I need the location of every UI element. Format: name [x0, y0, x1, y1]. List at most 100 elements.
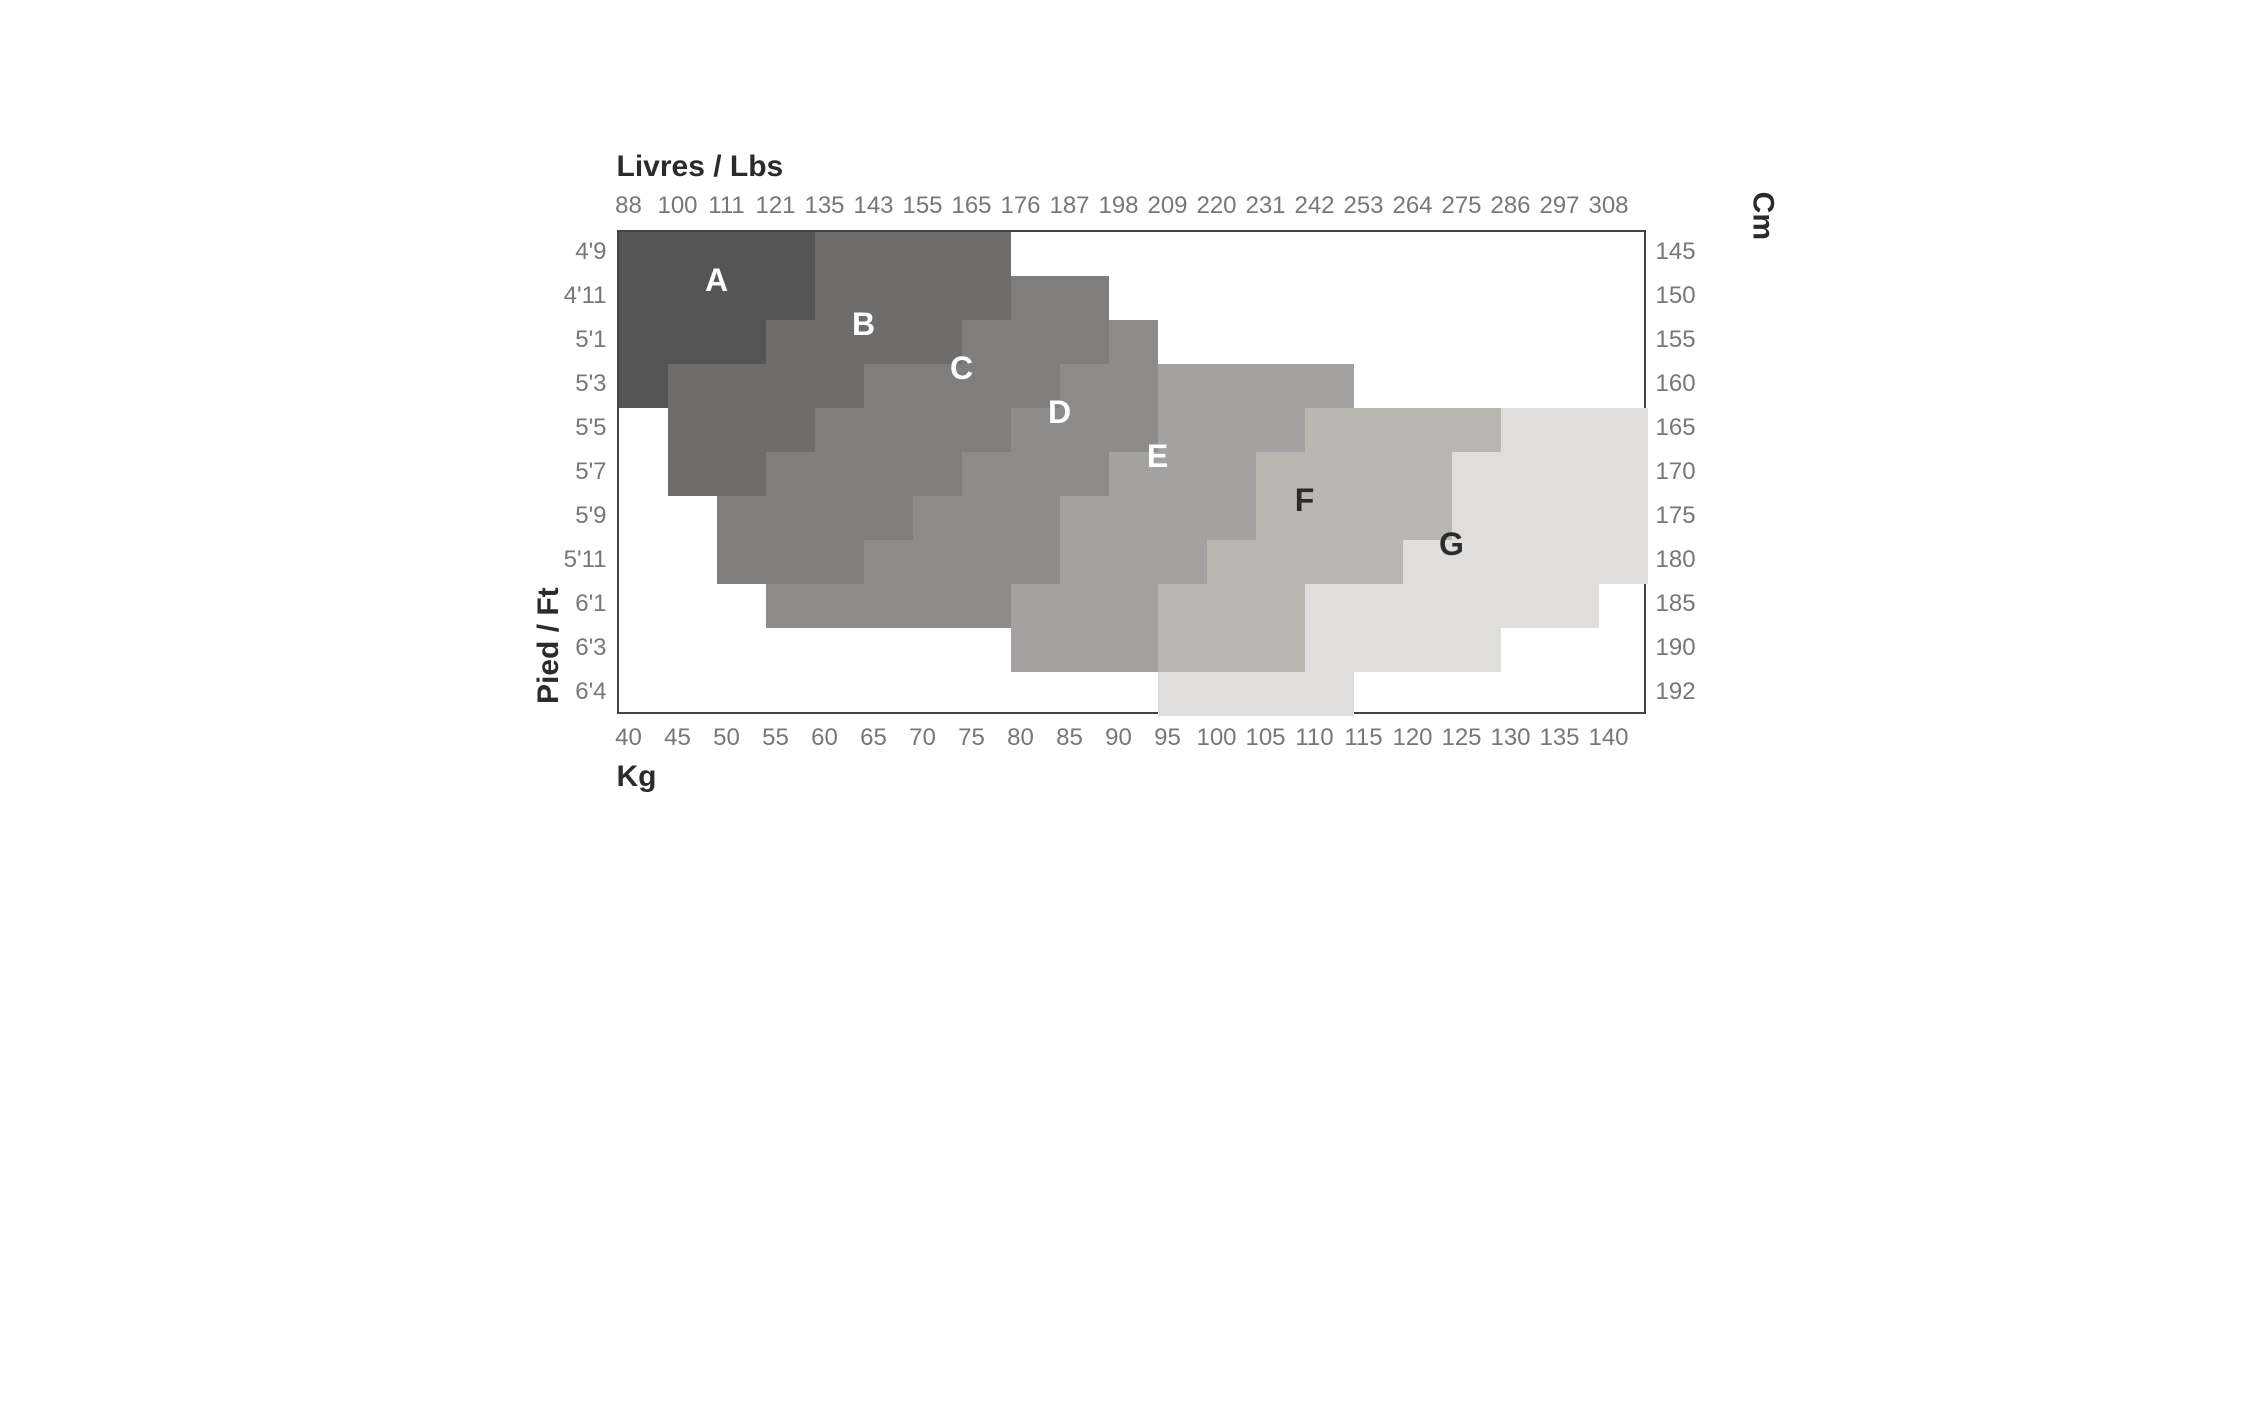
- zone-cell-G: [1452, 628, 1501, 672]
- zone-cell-G: [1599, 540, 1648, 584]
- size-chart: ABCDEFGLivres / LbsKgPied / FtCm88100111…: [427, 60, 1827, 834]
- zone-cell-B: [864, 276, 913, 320]
- bottom-axis-title: Kg: [617, 760, 657, 794]
- y-right-tick: 165: [1656, 414, 1714, 442]
- zone-cell-G: [1550, 408, 1599, 452]
- x-top-tick: 253: [1339, 192, 1388, 220]
- zone-cell-E: [1256, 408, 1305, 452]
- zone-cell-D: [766, 584, 815, 628]
- zone-cell-D: [815, 584, 864, 628]
- zone-cell-B: [864, 320, 913, 364]
- zone-cell-F: [1452, 408, 1501, 452]
- zone-cell-D: [1060, 452, 1109, 496]
- zone-cell-C: [962, 364, 1011, 408]
- zone-cell-D: [1109, 408, 1158, 452]
- zone-cell-E: [1158, 540, 1207, 584]
- zone-cell-G: [1256, 672, 1305, 716]
- x-bottom-tick: 105: [1241, 724, 1290, 752]
- y-right-tick: 180: [1656, 546, 1714, 574]
- zone-cell-A: [717, 232, 766, 276]
- x-top-tick: 297: [1535, 192, 1584, 220]
- zone-cell-E: [1109, 452, 1158, 496]
- x-top-tick: 100: [653, 192, 702, 220]
- zone-cell-E: [1011, 628, 1060, 672]
- x-bottom-tick: 75: [947, 724, 996, 752]
- zone-cell-G: [1403, 628, 1452, 672]
- zone-cell-D: [962, 540, 1011, 584]
- x-top-tick: 264: [1388, 192, 1437, 220]
- zone-cell-D: [1011, 452, 1060, 496]
- zone-cell-F: [1403, 408, 1452, 452]
- x-bottom-tick: 100: [1192, 724, 1241, 752]
- zone-cell-B: [913, 320, 962, 364]
- zone-cell-A: [668, 232, 717, 276]
- x-top-tick: 176: [996, 192, 1045, 220]
- zone-cell-G: [1501, 496, 1550, 540]
- zone-cell-E: [1158, 496, 1207, 540]
- zone-cell-B: [962, 232, 1011, 276]
- y-left-tick: 4'9: [549, 238, 607, 266]
- zone-cell-D: [1011, 496, 1060, 540]
- zone-cell-G: [1501, 408, 1550, 452]
- y-left-tick: 6'4: [549, 678, 607, 706]
- right-axis-title: Cm: [1745, 192, 1779, 240]
- zone-cell-E: [1060, 540, 1109, 584]
- zone-cell-B: [668, 452, 717, 496]
- x-top-tick: 220: [1192, 192, 1241, 220]
- zone-cell-E: [1109, 584, 1158, 628]
- zone-cell-G: [1452, 584, 1501, 628]
- zone-cell-E: [1060, 628, 1109, 672]
- zone-cell-E: [1207, 408, 1256, 452]
- x-top-tick: 198: [1094, 192, 1143, 220]
- zone-cell-B: [864, 232, 913, 276]
- zone-cell-D: [913, 584, 962, 628]
- zone-cell-E: [1207, 452, 1256, 496]
- chart-grid: ABCDEFG: [617, 230, 1646, 714]
- y-left-tick: 5'1: [549, 326, 607, 354]
- x-top-tick: 135: [800, 192, 849, 220]
- zone-cell-C: [717, 540, 766, 584]
- zone-cell-C: [766, 452, 815, 496]
- zone-cell-F: [1256, 540, 1305, 584]
- zone-cell-A: [668, 276, 717, 320]
- zone-cell-G: [1550, 584, 1599, 628]
- zone-cell-C: [1011, 276, 1060, 320]
- zone-cell-C: [717, 496, 766, 540]
- x-bottom-tick: 110: [1290, 724, 1339, 752]
- zone-cell-C: [815, 496, 864, 540]
- x-bottom-tick: 120: [1388, 724, 1437, 752]
- zone-cell-E: [1158, 364, 1207, 408]
- zone-cell-B: [717, 408, 766, 452]
- x-top-tick: 308: [1584, 192, 1633, 220]
- zone-cell-B: [913, 232, 962, 276]
- top-axis-title: Livres / Lbs: [617, 150, 784, 184]
- zone-cell-D: [1109, 364, 1158, 408]
- zone-cell-E: [1060, 496, 1109, 540]
- zone-cell-F: [1305, 540, 1354, 584]
- zone-cell-F: [1158, 628, 1207, 672]
- zone-cell-C: [864, 496, 913, 540]
- zone-cell-C: [766, 540, 815, 584]
- y-left-tick: 6'3: [549, 634, 607, 662]
- y-left-tick: 5'11: [549, 546, 607, 574]
- x-top-tick: 155: [898, 192, 947, 220]
- y-right-tick: 185: [1656, 590, 1714, 618]
- x-bottom-tick: 70: [898, 724, 947, 752]
- zone-cell-E: [1109, 540, 1158, 584]
- zone-cell-D: [1060, 408, 1109, 452]
- zone-cell-B: [913, 276, 962, 320]
- zone-cell-G: [1305, 584, 1354, 628]
- y-right-tick: 150: [1656, 282, 1714, 310]
- zone-cell-F: [1256, 496, 1305, 540]
- zone-cell-A: [619, 232, 668, 276]
- zone-cell-D: [962, 452, 1011, 496]
- zone-cell-G: [1501, 584, 1550, 628]
- zone-cell-G: [1599, 496, 1648, 540]
- zone-cell-G: [1403, 584, 1452, 628]
- zone-cell-G: [1550, 540, 1599, 584]
- zone-cell-D: [1109, 320, 1158, 364]
- zone-cell-F: [1256, 452, 1305, 496]
- zone-cell-F: [1256, 628, 1305, 672]
- zone-cell-E: [1109, 496, 1158, 540]
- zone-cell-B: [962, 276, 1011, 320]
